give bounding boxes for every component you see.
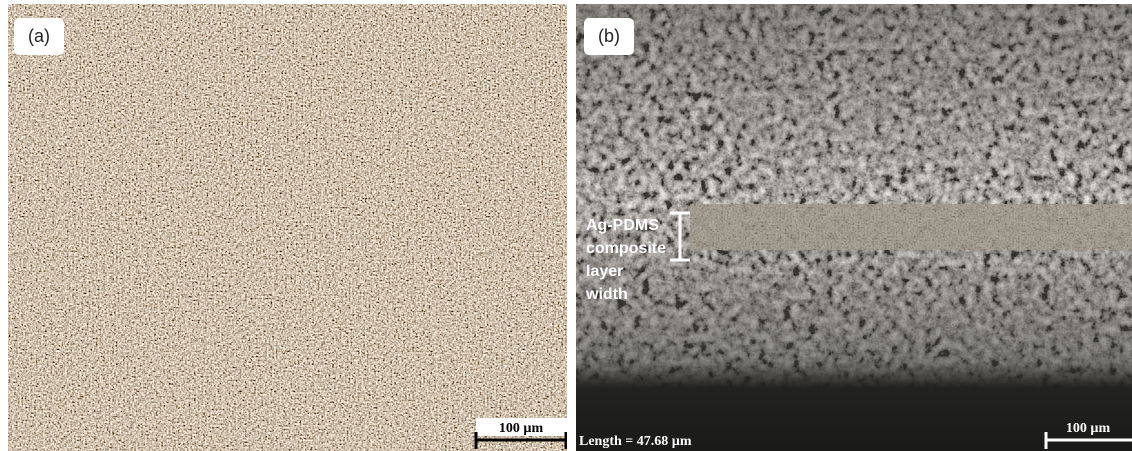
scale-bar-label: 100 µm xyxy=(1066,421,1111,436)
annotation: layer xyxy=(586,263,623,280)
panel-label: (b) xyxy=(598,26,620,46)
annotation: width xyxy=(585,286,628,303)
scale-bar-label: 100 µm xyxy=(499,421,544,436)
composite-texture xyxy=(690,204,1132,250)
panel-b: (b) Ag-PDMS composite layer width Length… xyxy=(576,4,1132,451)
panel-label: (a) xyxy=(28,26,50,46)
annotation: Ag-PDMS xyxy=(586,217,659,234)
figure: (a) 100 µm (b) Ag-PDMS composite layer w… xyxy=(0,0,1132,451)
micrograph-texture xyxy=(8,4,567,451)
measurement: Length = 47.68 µm xyxy=(579,434,692,449)
annotation: composite xyxy=(586,240,666,257)
panel-a: (a) 100 µm xyxy=(8,4,567,451)
